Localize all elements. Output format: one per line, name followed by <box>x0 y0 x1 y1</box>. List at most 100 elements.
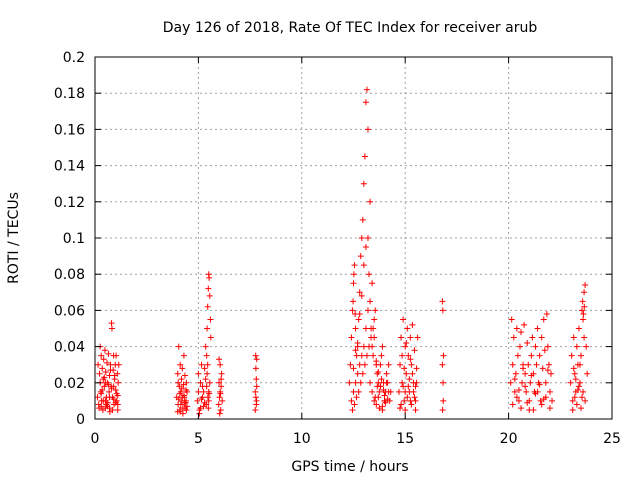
data-point <box>361 153 368 160</box>
data-point <box>401 397 408 404</box>
data-point <box>114 406 121 413</box>
data-point <box>347 361 354 368</box>
data-point <box>109 406 116 413</box>
data-point <box>369 280 376 287</box>
data-point <box>110 383 117 390</box>
data-point <box>411 394 418 401</box>
data-point <box>397 405 404 412</box>
x-axis-label: GPS time / hours <box>291 459 408 475</box>
data-point <box>524 339 531 346</box>
data-point <box>103 401 110 408</box>
data-point <box>355 316 362 323</box>
data-point <box>540 396 547 403</box>
y-axis-label: ROTI / TECUs <box>6 192 22 284</box>
data-point <box>513 325 520 332</box>
data-point <box>580 316 587 323</box>
data-point <box>402 343 409 350</box>
data-point <box>399 352 406 359</box>
x-tick-label: 20 <box>500 431 518 447</box>
data-point <box>376 388 383 395</box>
data-point <box>113 352 120 359</box>
data-point <box>568 352 575 359</box>
data-point <box>576 379 583 386</box>
data-point <box>579 307 586 314</box>
data-point <box>508 316 515 323</box>
data-point <box>383 379 390 386</box>
data-point <box>395 388 402 395</box>
data-point <box>399 379 406 386</box>
data-point <box>407 356 414 363</box>
data-point <box>202 343 209 350</box>
data-point <box>583 343 590 350</box>
data-point <box>106 388 113 395</box>
data-point <box>545 361 552 368</box>
x-tick-label: 5 <box>194 431 203 447</box>
data-point <box>219 397 226 404</box>
data-point <box>356 289 363 296</box>
data-point <box>402 388 409 395</box>
data-point <box>216 379 223 386</box>
data-point <box>204 303 211 310</box>
data-point <box>183 406 190 413</box>
data-point <box>575 325 582 332</box>
data-point <box>534 325 541 332</box>
data-point <box>536 381 543 388</box>
data-point <box>216 394 223 401</box>
data-point <box>201 365 208 372</box>
data-point <box>194 397 201 404</box>
data-point <box>217 406 224 413</box>
data-point <box>252 394 259 401</box>
y-tick-label: 0.04 <box>54 340 85 356</box>
data-point <box>360 180 367 187</box>
data-point <box>351 401 358 408</box>
data-point <box>112 387 119 394</box>
data-point <box>409 321 416 328</box>
data-point <box>360 262 367 269</box>
data-point <box>521 321 528 328</box>
tick-labels: 0 5 10 15 20 25 0 0.02 0.04 0.06 0.08 0.1 0.12 0.14 0.… <box>54 50 621 447</box>
data-point <box>352 379 359 386</box>
data-point <box>101 347 108 354</box>
data-point <box>100 356 107 363</box>
data-point <box>573 343 580 350</box>
data-point <box>352 311 359 318</box>
data-point <box>353 394 360 401</box>
data-point <box>216 356 223 363</box>
x-tick-label: 15 <box>396 431 414 447</box>
data-point <box>403 339 410 346</box>
data-point <box>409 370 416 377</box>
data-point <box>509 401 516 408</box>
data-point <box>533 361 540 368</box>
x-tick-label: 25 <box>603 431 621 447</box>
data-point <box>527 379 534 386</box>
data-point <box>177 401 184 408</box>
data-point <box>522 383 529 390</box>
data-point <box>579 298 586 305</box>
data-point <box>253 397 260 404</box>
data-point <box>179 394 186 401</box>
data-point <box>379 403 386 410</box>
data-point <box>549 397 556 404</box>
data-point <box>576 361 583 368</box>
data-point <box>205 405 212 412</box>
data-point <box>358 235 365 241</box>
data-point <box>577 405 584 412</box>
data-point <box>373 358 380 365</box>
data-point <box>413 365 420 372</box>
data-point <box>349 307 356 314</box>
data-point <box>195 370 202 377</box>
data-point <box>439 406 446 413</box>
data-point <box>570 365 577 372</box>
data-point <box>115 379 122 386</box>
grid-lines <box>95 57 612 419</box>
data-point <box>440 379 447 386</box>
data-point <box>381 392 388 399</box>
data-point <box>252 365 259 372</box>
data-point <box>176 390 183 397</box>
data-point <box>363 352 370 359</box>
data-point <box>364 126 371 133</box>
data-point <box>350 365 357 372</box>
data-point <box>439 307 446 314</box>
data-point <box>379 343 386 350</box>
